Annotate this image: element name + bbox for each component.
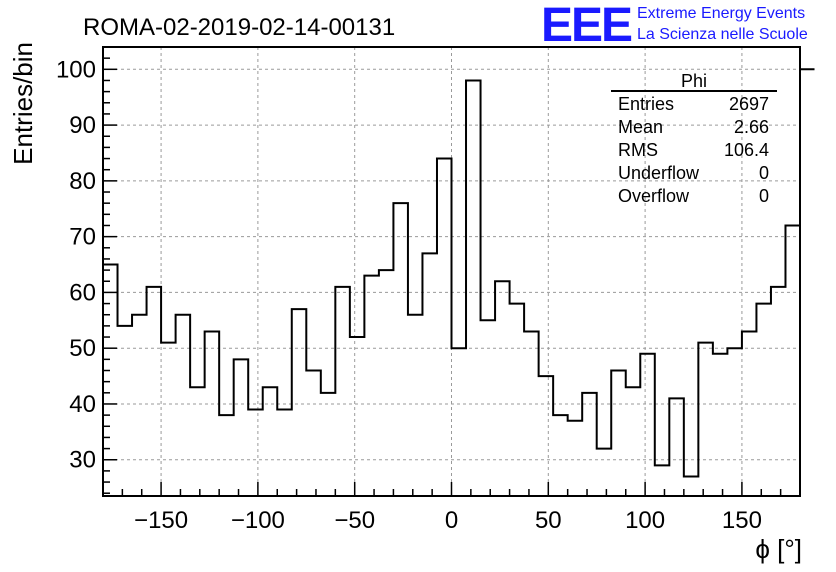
y-tick-label: 30 xyxy=(69,447,96,474)
logo-line-2: La Scienza nelle Scuole xyxy=(637,26,808,43)
stats-title: Phi xyxy=(681,71,707,91)
logo-line-1: Extreme Energy Events xyxy=(637,5,805,22)
x-tick-label: −100 xyxy=(231,507,285,534)
x-tick-label: −50 xyxy=(334,507,375,534)
stats-value-entries: 2697 xyxy=(729,94,769,114)
y-tick-label: 100 xyxy=(56,56,96,83)
stats-value-mean: 2.66 xyxy=(734,117,769,137)
x-tick-label: 100 xyxy=(625,507,665,534)
run-title: ROMA-02-2019-02-14-00131 xyxy=(83,14,395,41)
x-tick-label: 0 xyxy=(445,507,458,534)
y-tick-label: 80 xyxy=(69,168,96,195)
phi-histogram-line xyxy=(103,68,815,478)
stats-box: Phi Entries 2697 Mean 2.66 RMS 106.4 Und… xyxy=(611,71,777,206)
x-tick-label: −150 xyxy=(134,507,188,534)
stats-label-entries: Entries xyxy=(618,94,674,114)
y-tick-label: 70 xyxy=(69,224,96,251)
y-tick-label: 40 xyxy=(69,391,96,418)
stats-value-overflow: 0 xyxy=(759,186,769,206)
axis-ticks: −150 −100 −50 0 50 100 150 30 40 50 60 70 80 90 100 xyxy=(56,46,801,534)
stats-label-mean: Mean xyxy=(618,117,663,137)
stats-value-rms: 106.4 xyxy=(724,140,769,160)
stats-value-underflow: 0 xyxy=(759,163,769,183)
y-tick-label: 50 xyxy=(69,335,96,362)
x-tick-label: 50 xyxy=(535,507,562,534)
eee-logo: EEE xyxy=(541,0,632,52)
y-axis-label: Entries/bin xyxy=(8,42,38,165)
stats-label-underflow: Underflow xyxy=(618,163,700,183)
x-axis-label: ϕ [°] xyxy=(755,534,802,564)
y-tick-label: 60 xyxy=(69,279,96,306)
stats-label-overflow: Overflow xyxy=(618,186,690,206)
y-tick-label: 90 xyxy=(69,112,96,139)
x-tick-label: 150 xyxy=(722,507,762,534)
stats-label-rms: RMS xyxy=(618,140,658,160)
